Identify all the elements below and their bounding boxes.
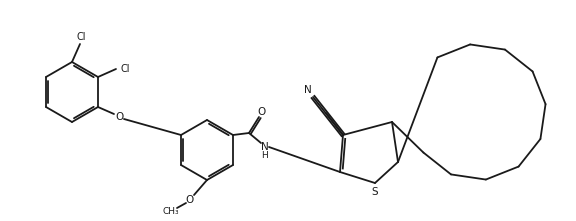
Text: O: O: [185, 195, 193, 205]
Text: CH₃: CH₃: [162, 208, 179, 217]
Text: H: H: [262, 151, 268, 160]
Text: O: O: [116, 112, 124, 122]
Text: N: N: [304, 85, 312, 95]
Text: N: N: [261, 142, 269, 152]
Text: S: S: [372, 187, 378, 197]
Text: O: O: [258, 107, 266, 117]
Text: Cl: Cl: [120, 64, 130, 74]
Text: Cl: Cl: [76, 32, 86, 42]
